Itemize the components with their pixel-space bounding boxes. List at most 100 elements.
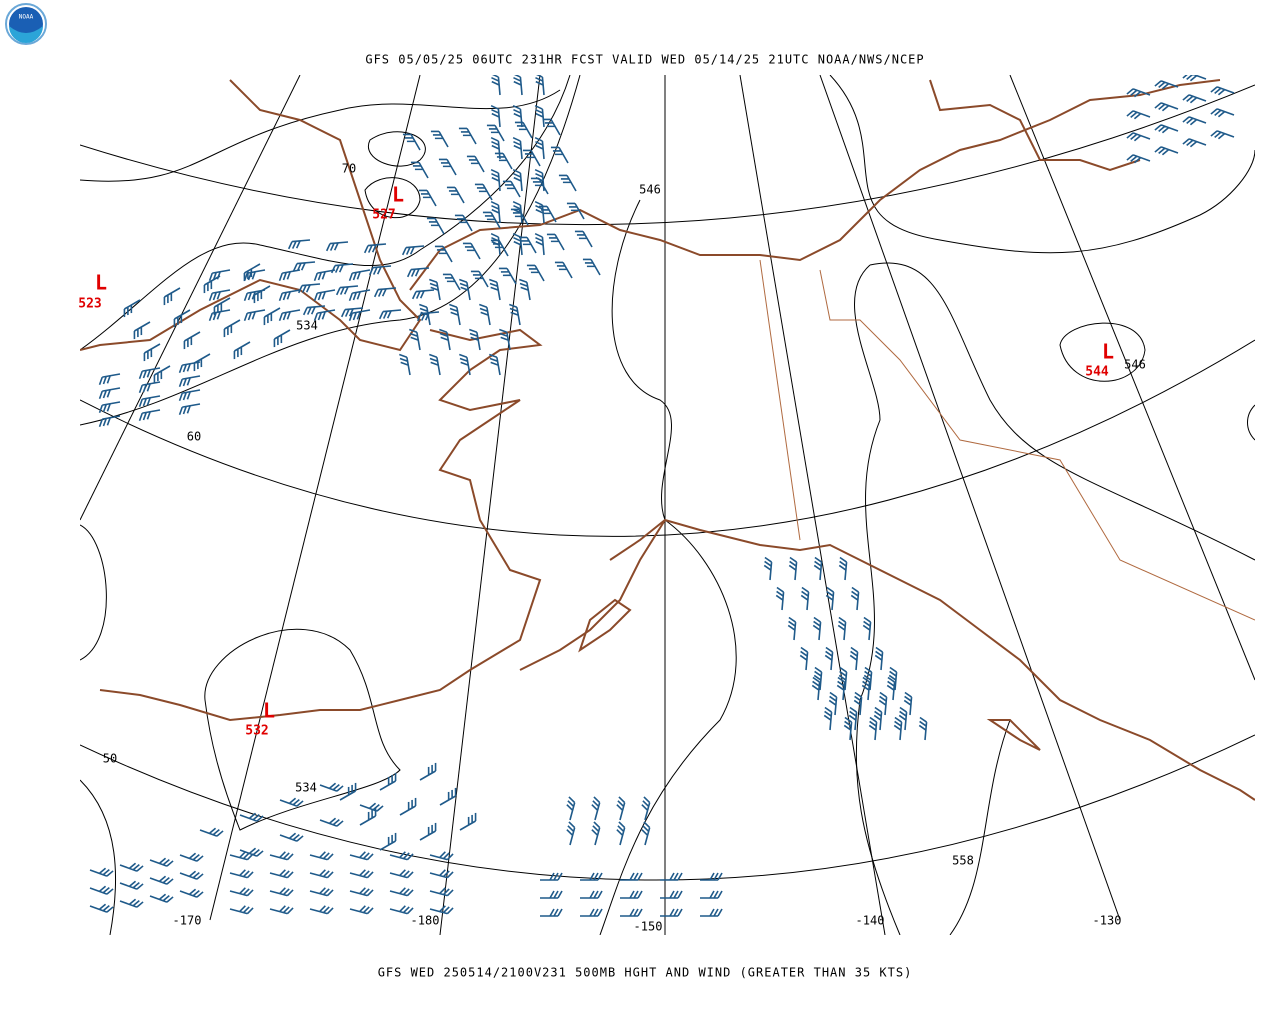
- wind-barb: [849, 646, 859, 671]
- wind-barb: [1126, 110, 1151, 120]
- wind-barb: [163, 287, 181, 306]
- wind-barb: [660, 908, 683, 917]
- wind-barb: [389, 869, 414, 879]
- wind-barb: [309, 851, 334, 861]
- wind-barb: [278, 289, 301, 301]
- wind-barb: [243, 309, 266, 321]
- height-label: 534: [296, 319, 318, 333]
- wind-barb: [330, 263, 354, 274]
- wind-barb: [1182, 94, 1207, 104]
- wind-barb: [349, 851, 374, 861]
- coastlines: [80, 79, 1255, 801]
- wind-barb: [229, 887, 254, 897]
- wind-barb: [239, 812, 264, 822]
- wind-barb: [1154, 124, 1179, 134]
- wind-barb: [512, 232, 523, 256]
- wind-barb: [149, 857, 174, 867]
- wind-barb: [429, 905, 454, 915]
- wind-barb: [799, 646, 809, 671]
- wind-barb: [98, 373, 121, 385]
- wind-barb: [550, 146, 569, 164]
- wind-barb: [183, 331, 201, 350]
- wind-barb: [173, 309, 191, 328]
- wind-barb: [850, 586, 860, 611]
- wind-barb: [89, 867, 114, 877]
- map-title: GFS 05/05/25 06UTC 231HR FCST VALID WED …: [365, 53, 924, 67]
- wind-barb: [566, 796, 576, 821]
- wind-barb: [458, 127, 477, 145]
- low-value: 527: [372, 208, 395, 223]
- wind-barb: [119, 880, 144, 890]
- low-value: 532: [245, 724, 268, 739]
- wind-barb: [340, 307, 364, 318]
- wind-barb: [466, 155, 485, 173]
- map-caption: GFS WED 250514/2100V231 500MB HGHT AND W…: [378, 966, 913, 980]
- wind-barb: [229, 869, 254, 879]
- wind-barb: [540, 908, 563, 917]
- wind-barb: [469, 328, 481, 351]
- wind-barb: [426, 217, 445, 235]
- wind-barb: [399, 797, 417, 816]
- wind-barb: [848, 706, 858, 731]
- wind-barb: [363, 243, 387, 254]
- wind-barb: [429, 869, 454, 879]
- wind-barb: [454, 214, 473, 232]
- wind-barb: [700, 908, 723, 917]
- wind-barb: [287, 239, 311, 250]
- wind-barb: [512, 168, 523, 192]
- wind-barb: [546, 233, 565, 251]
- wind-barb: [263, 307, 281, 326]
- wind-barb: [149, 875, 174, 885]
- latitude-label: 70: [342, 162, 356, 176]
- wind-barb: [279, 832, 304, 842]
- wind-barb: [813, 556, 823, 581]
- wind-barb: [519, 278, 531, 301]
- wind-barb: [489, 353, 501, 376]
- wind-barb: [89, 885, 114, 895]
- wind-barb: [269, 905, 294, 915]
- wind-barb: [542, 118, 561, 136]
- wind-barb: [302, 305, 326, 316]
- wind-barb: [319, 782, 344, 792]
- wind-barb: [434, 245, 453, 263]
- wind-barb: [566, 821, 576, 846]
- wind-barb: [526, 264, 545, 282]
- wind-barb: [442, 273, 461, 291]
- wind-barb: [490, 75, 501, 96]
- wind-barb: [319, 817, 344, 827]
- wind-barb: [462, 242, 481, 260]
- wind-barb: [389, 851, 414, 861]
- wind-barb: [512, 75, 523, 96]
- wind-barb: [514, 121, 533, 139]
- low-symbol: L: [95, 271, 107, 295]
- wind-barb: [853, 691, 863, 716]
- wind-barb: [335, 285, 359, 296]
- wind-barb: [378, 309, 402, 320]
- wind-barb: [313, 269, 336, 281]
- wind-barb: [178, 403, 201, 415]
- wind-barb: [389, 887, 414, 897]
- wind-barb: [1154, 80, 1179, 90]
- wind-barb: [439, 328, 451, 351]
- wind-barb: [1210, 86, 1235, 96]
- wind-barb: [138, 367, 161, 379]
- wind-barb: [580, 872, 603, 881]
- latitude-label: 60: [187, 430, 201, 444]
- wind-barb: [470, 270, 489, 288]
- noaa-logo: NOAA: [5, 3, 47, 45]
- wind-barb: [309, 887, 334, 897]
- wind-barb: [339, 782, 357, 801]
- wind-barb: [153, 365, 171, 384]
- wind-barb: [349, 887, 374, 897]
- wind-barb: [233, 341, 251, 360]
- wind-barb: [273, 329, 291, 348]
- wind-barb: [838, 556, 848, 581]
- wind-barb: [824, 646, 834, 671]
- wind-barb: [98, 415, 121, 427]
- wind-barb: [223, 319, 241, 338]
- wind-barb: [620, 908, 643, 917]
- wind-barb: [313, 289, 336, 301]
- wind-barb: [490, 136, 501, 160]
- low-value: 544: [1085, 365, 1109, 380]
- wind-barb: [1126, 88, 1151, 98]
